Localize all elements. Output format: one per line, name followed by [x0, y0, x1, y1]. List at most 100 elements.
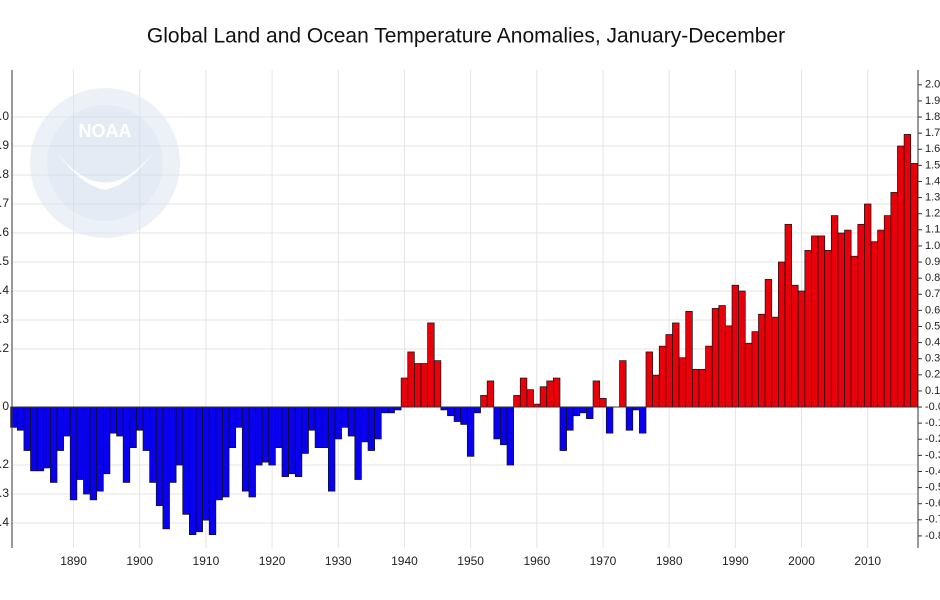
y-tick-label: 0.8 [0, 167, 9, 181]
y2-tick-label: 0.8 [925, 272, 940, 284]
bar [83, 406, 91, 495]
bar [89, 406, 98, 501]
bar [149, 406, 157, 483]
bar [705, 345, 713, 408]
bar [142, 406, 151, 451]
bar [182, 406, 190, 515]
bar [367, 406, 376, 451]
bar [314, 406, 323, 448]
bar [579, 406, 587, 414]
y-tick-label: 0.4 [0, 283, 9, 297]
bar [433, 360, 442, 408]
y-tick-label: -0.2 [0, 457, 9, 471]
bar [380, 406, 389, 414]
bar [480, 395, 488, 408]
y2-tick-label: 0.2 [925, 369, 940, 381]
y2-tick-label: 1.0 [925, 240, 940, 252]
bar [764, 279, 773, 408]
noaa-logo: NOAA [30, 88, 180, 238]
bar [870, 241, 878, 408]
bar [155, 406, 164, 507]
y2-tick-label: -0.1 [925, 417, 940, 429]
bar [308, 406, 316, 431]
bar [162, 406, 170, 530]
bar [427, 322, 435, 408]
y-tick-label: 0.3 [0, 312, 9, 326]
y2-tick-label: 2.0 [925, 79, 940, 91]
bar [493, 406, 501, 440]
x-tick-label: 1890 [60, 554, 87, 568]
bar [36, 406, 45, 472]
x-tick-label: 1960 [523, 554, 550, 568]
y-tick-label: -0.3 [0, 486, 9, 500]
y2-tick-label: -0.4 [925, 465, 940, 477]
y2-tick-label: -0.3 [925, 449, 940, 461]
bar [374, 406, 382, 440]
bar [189, 406, 197, 536]
bar [599, 397, 607, 408]
bar [327, 406, 336, 492]
bar [56, 406, 64, 451]
bar [228, 406, 237, 448]
y2-tick-label: 1.8 [925, 111, 940, 123]
bar [122, 406, 131, 483]
bar [23, 406, 31, 451]
bar [552, 377, 561, 408]
x-tick-label: 1990 [722, 554, 749, 568]
bar [738, 290, 746, 408]
bar [572, 406, 581, 417]
bar [129, 406, 137, 448]
bar [539, 386, 548, 408]
bar [685, 310, 693, 408]
x-tick-label: 2010 [854, 554, 881, 568]
y2-tick-label: 1.1 [925, 224, 940, 236]
x-tick-label: 1980 [656, 554, 683, 568]
bar [261, 406, 270, 463]
bar [784, 223, 792, 408]
bar [890, 192, 898, 408]
bar [341, 406, 349, 428]
y2-tick-label: 1.9 [925, 95, 940, 107]
bar [248, 406, 256, 498]
x-tick-label: 1910 [193, 554, 220, 568]
bar [486, 380, 495, 408]
bar [526, 389, 534, 408]
logo-text: NOAA [79, 121, 132, 141]
bar [771, 316, 779, 408]
y2-tick-label: -0.2 [925, 433, 940, 445]
bar [109, 406, 117, 434]
bar [519, 377, 528, 408]
bar [744, 342, 753, 408]
bar [407, 351, 415, 408]
bar [334, 406, 342, 440]
bar [804, 250, 812, 408]
bar [658, 345, 667, 408]
bar [546, 380, 554, 408]
bar [883, 215, 892, 408]
bar [837, 232, 845, 408]
y2-tick-label: 0.9 [925, 256, 940, 268]
bar [354, 406, 362, 480]
bar [281, 406, 289, 477]
bar [645, 351, 653, 408]
bar [639, 406, 647, 434]
bar [460, 406, 468, 425]
bar [691, 368, 700, 408]
x-tick-label: 1950 [457, 554, 484, 568]
y2-tick-label: 1.7 [925, 127, 940, 139]
y-tick-label: 1.0 [0, 109, 9, 123]
bar [387, 406, 395, 414]
bar [850, 255, 859, 408]
y2-tick-label: -0.8 [925, 530, 940, 542]
bar [718, 305, 726, 408]
x-tick-label: 1940 [391, 554, 418, 568]
bar [857, 223, 865, 408]
bar [877, 229, 885, 408]
bar [672, 322, 680, 408]
y2-tick-label: 1.5 [925, 159, 940, 171]
bar [605, 406, 614, 434]
bar [202, 406, 210, 521]
bar [50, 406, 58, 483]
